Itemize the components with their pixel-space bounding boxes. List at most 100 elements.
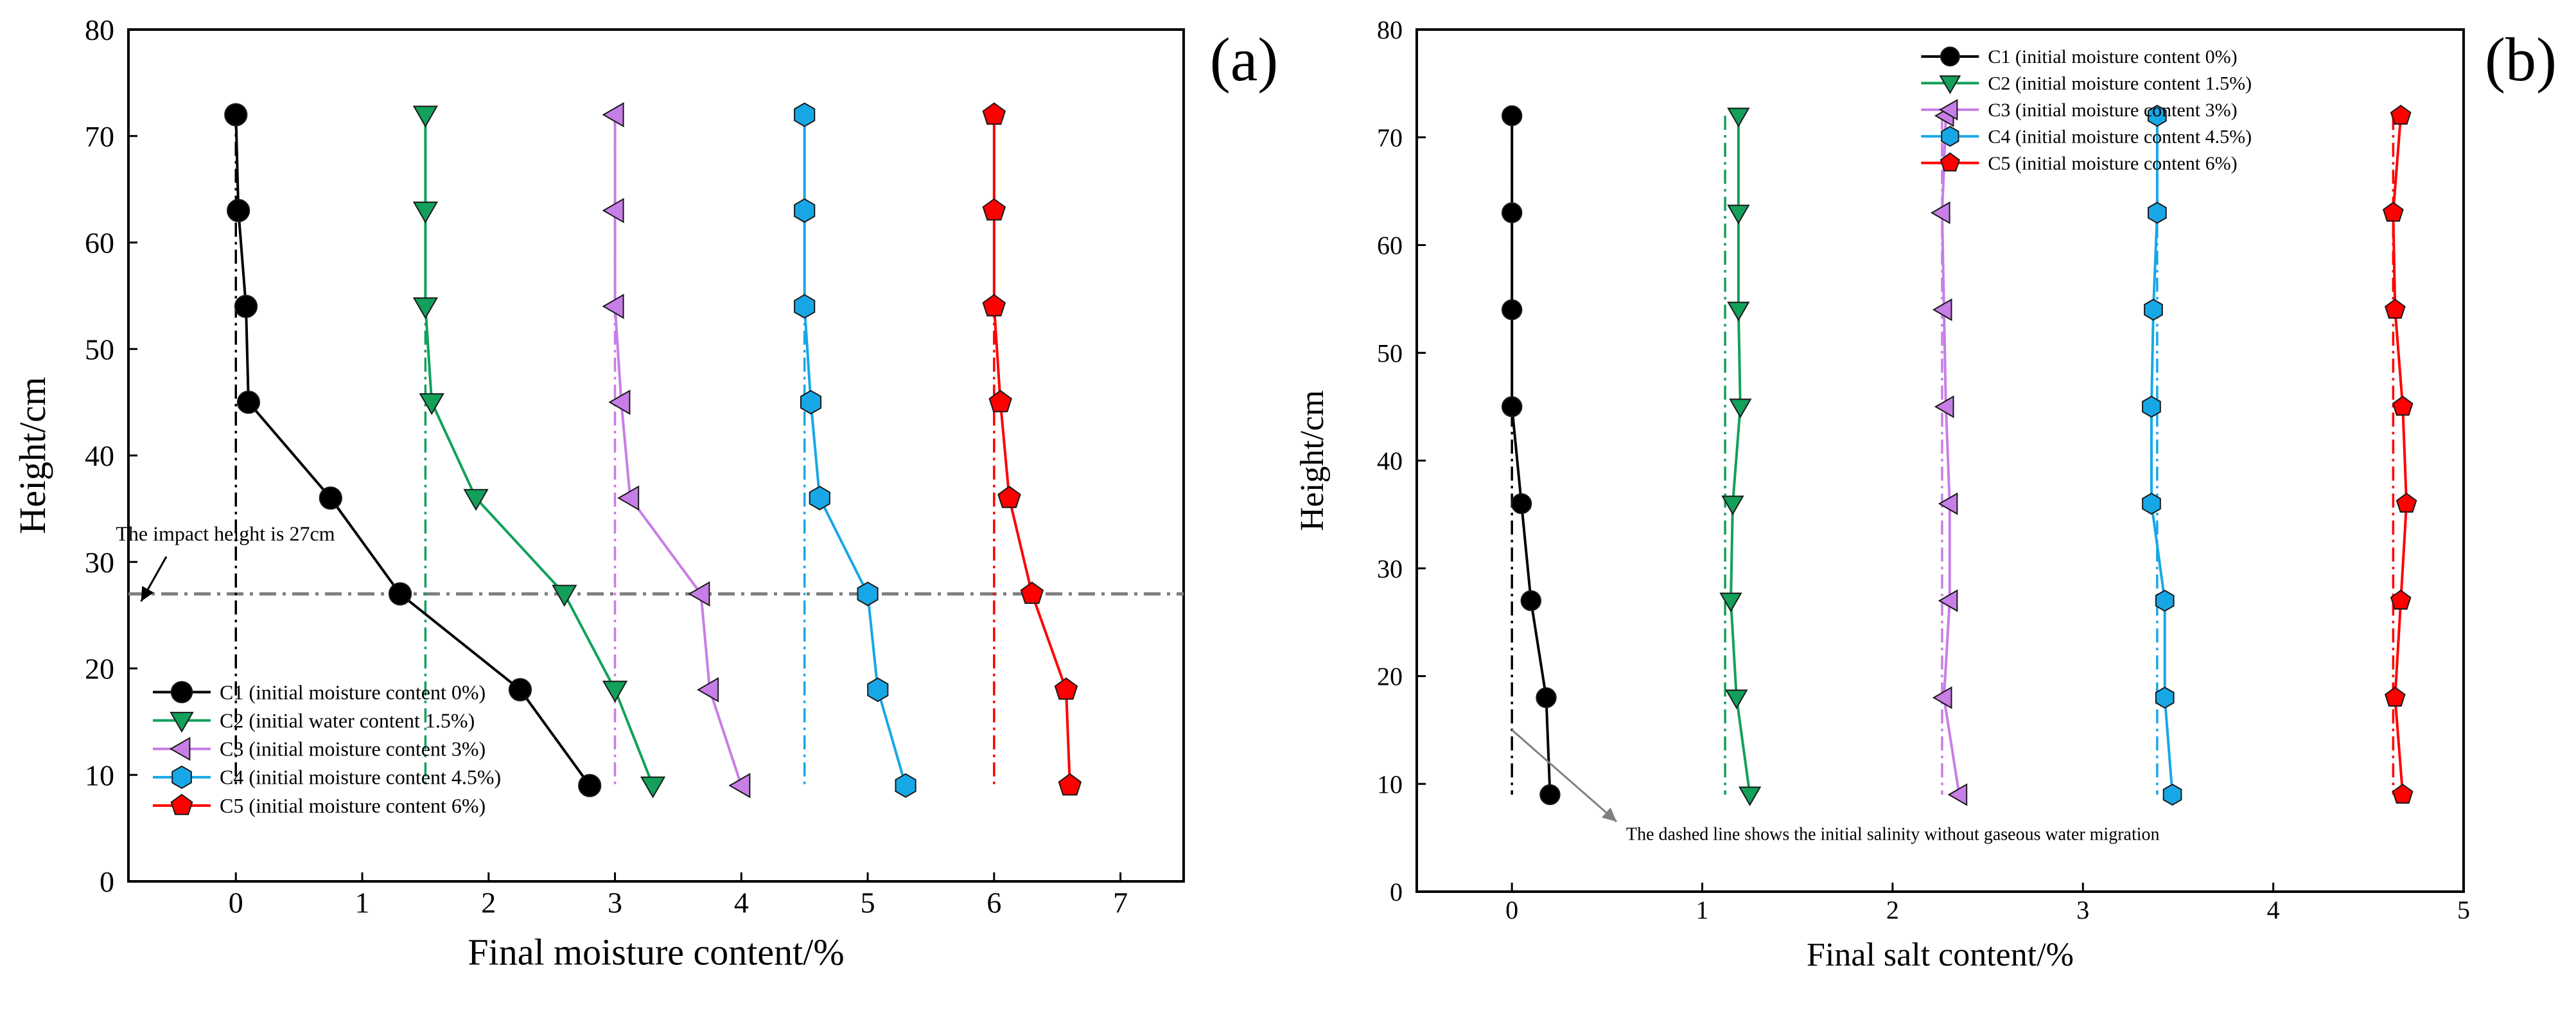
x-tick-label: 1 [355,886,370,919]
legend-marker [1939,75,1961,94]
data-point [236,391,261,414]
legend-label: C4 (initial moisture content 4.5%) [220,766,501,789]
data-point [2390,104,2412,125]
legend-label: C5 (initial moisture content 6%) [220,794,486,817]
y-tick-label: 40 [85,439,114,472]
y-tick-label: 40 [1377,446,1403,475]
data-point [1501,299,1523,321]
data-point [1020,581,1044,604]
data-point [508,678,532,702]
data-point [1934,395,1954,418]
data-point [1947,783,1968,806]
legend-marker [1940,152,1960,172]
data-point [2162,783,2182,806]
data-point [688,581,710,607]
data-point [412,297,439,319]
x-tick-label: 7 [1113,886,1128,919]
data-point [234,294,258,319]
series-line [613,114,743,786]
y-tick-label: 70 [85,120,114,153]
legend-marker [1939,98,1958,121]
y-tick-label: 50 [85,333,114,366]
data-point [1501,396,1523,418]
data-point [1938,589,1958,612]
y-tick-label: 80 [1377,15,1403,44]
legend-marker [169,736,191,761]
data-point [1501,105,1523,127]
legend-label: C1 (initial moisture content 0%) [220,680,486,703]
legend: C1 (initial moisture content 0%) C2 (init… [153,680,501,817]
x-tick-label: 5 [2457,896,2470,924]
data-point [2142,492,2161,515]
legend-label: C4 (initial moisture content 4.5%) [1988,126,2252,147]
data-point [867,677,889,702]
y-tick-label: 50 [1377,339,1403,367]
annotation-arrow-shaft [1511,729,1618,823]
data-point [2382,201,2404,222]
data-point [794,294,816,319]
legend-label: C2 (initial moisture content 1.5%) [1988,73,2252,94]
axes-frame [1415,28,2465,893]
data-point [982,198,1006,221]
data-point [578,773,602,797]
data-point [1520,590,1542,612]
legend-marker [170,681,193,703]
data-point [602,102,624,128]
data-point [2155,686,2175,709]
y-tick-label: 30 [1377,554,1403,583]
data-point [1725,689,1748,710]
series-line [803,114,907,786]
x-tick-label: 0 [1505,896,1518,924]
data-point [895,773,916,798]
data-point [809,486,830,511]
x-tick-label: 2 [481,886,496,919]
y-tick-label: 80 [85,13,114,46]
data-point [602,198,624,224]
x-axis-label: Final salt content/% [1807,937,2074,973]
x-tick-label: 1 [1696,896,1709,924]
series-line [1940,116,1961,795]
data-point [800,389,822,415]
data-point [982,294,1006,317]
data-point [1539,784,1561,806]
annotation-text: The dashed line shows the initial salini… [1626,824,2160,844]
data-point [794,198,816,223]
x-tick-label: 2 [1886,896,1899,924]
data-point [1058,773,1082,796]
data-point [2396,492,2417,513]
data-point [608,389,631,415]
data-point [2155,589,2175,612]
y-tick-label: 0 [1390,878,1403,906]
data-point [2390,589,2412,610]
data-point [1727,107,1750,128]
data-point [463,489,489,511]
data-point [982,102,1006,125]
panel-label: (a) [1210,25,1279,94]
data-point [2392,783,2414,804]
data-point [419,393,444,416]
legend-label: C1 (initial moisture content 0%) [1988,46,2237,67]
data-point [857,581,879,606]
legend-marker [170,793,193,815]
y-axis-label: Height/cm [1294,390,1331,531]
data-point [1501,202,1523,224]
data-point [1932,686,1952,709]
data-point [617,485,640,511]
data-point [2148,105,2167,127]
data-point [227,199,250,222]
data-point [728,773,751,799]
y-tick-label: 30 [85,546,114,579]
annotation-arrow-head [1602,807,1617,822]
data-point [2148,202,2167,224]
legend-marker [1940,46,1960,67]
series-line [234,114,591,786]
y-tick-label: 60 [85,227,114,260]
series-line [1511,116,1552,795]
y-tick-label: 10 [85,759,114,791]
data-point [602,680,628,703]
data-point [412,201,439,224]
data-point [1932,298,1952,321]
x-tick-label: 4 [2267,896,2280,924]
